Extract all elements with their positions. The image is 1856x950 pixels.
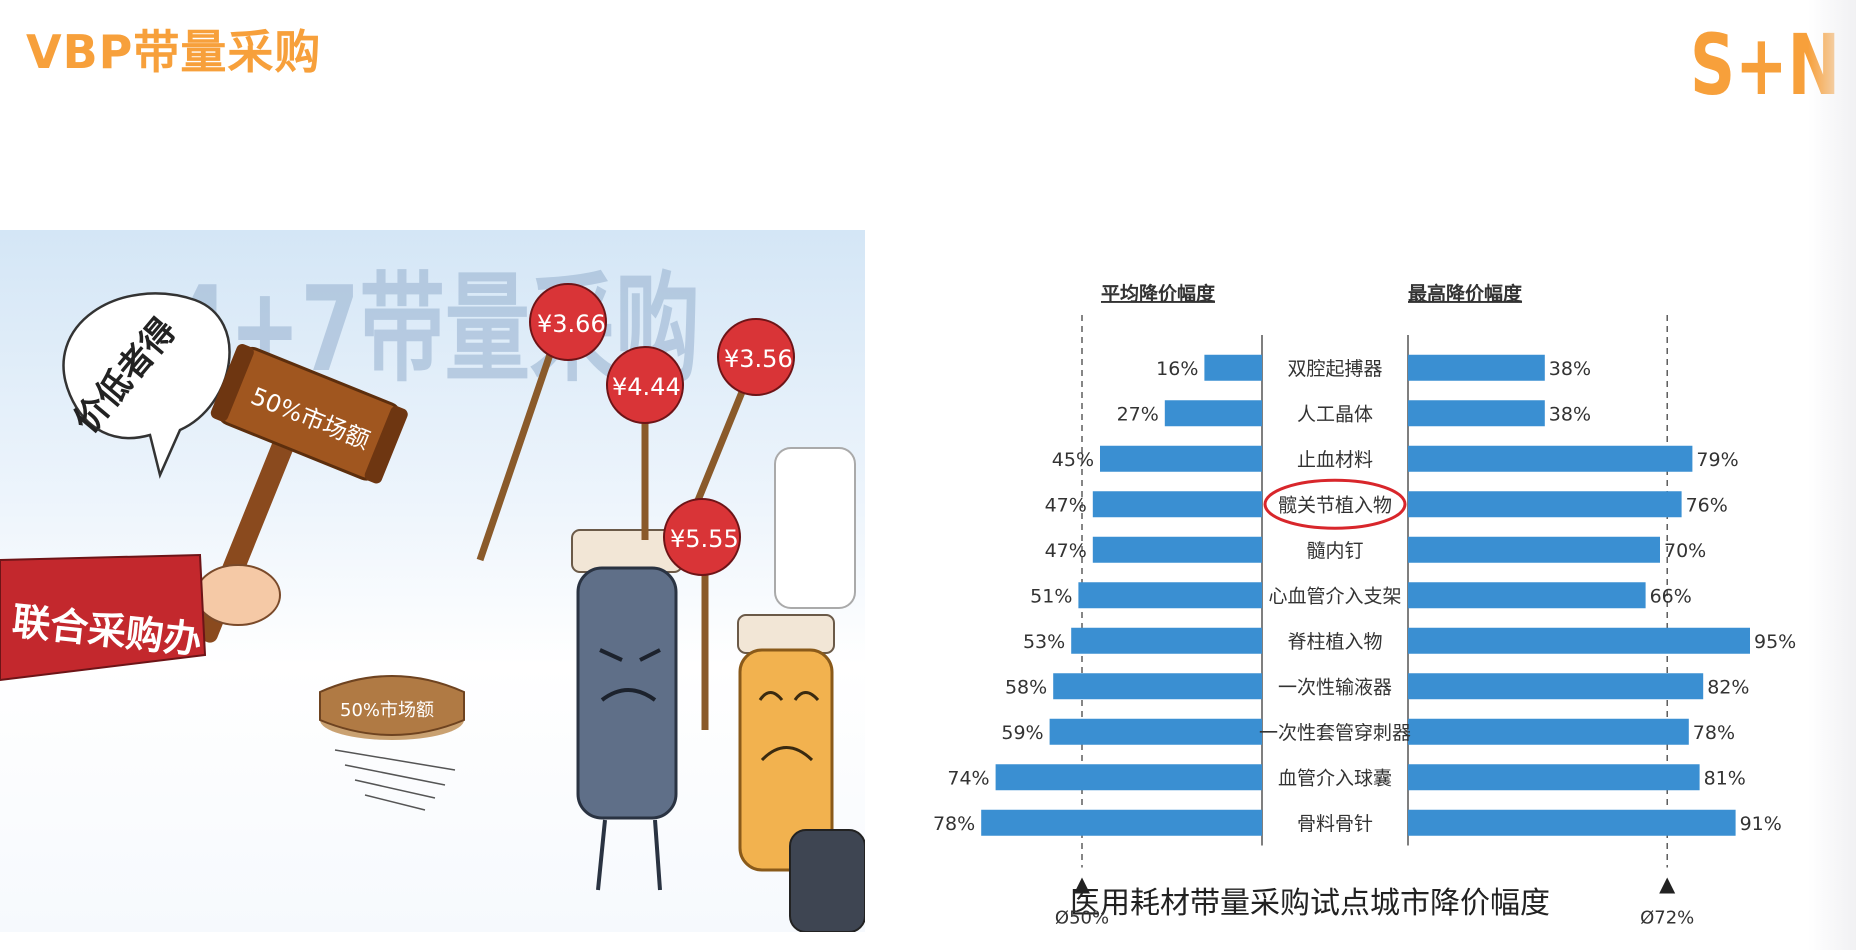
price-sign-1: ¥3.66	[476, 283, 607, 562]
bottle-orange	[737, 614, 835, 872]
label-left-2: 45%	[1052, 449, 1094, 471]
label-left-10: 78%	[933, 813, 975, 835]
slide-edge-shadow	[1808, 0, 1856, 950]
bar-left-4	[1092, 536, 1262, 563]
category-label-5: 心血管介入支架	[1268, 585, 1401, 607]
bar-left-5	[1078, 582, 1262, 609]
label-right-5: 66%	[1650, 585, 1692, 607]
category-label-10: 骨料骨针	[1297, 813, 1373, 835]
label-right-4: 70%	[1664, 540, 1706, 562]
category-label-9: 血管介入球囊	[1278, 767, 1392, 789]
label-left-7: 58%	[1005, 676, 1047, 698]
bar-right-3	[1408, 491, 1682, 518]
slide-title: VBP带量采购	[26, 25, 322, 79]
label-right-6: 95%	[1754, 631, 1796, 653]
bar-left-2	[1100, 445, 1262, 472]
left-series-header: 平均降价幅度	[1101, 282, 1216, 305]
bar-right-6	[1408, 627, 1750, 654]
reference-label-right: Ø72%	[1640, 908, 1694, 929]
bar-left-6	[1071, 627, 1262, 654]
bar-left-7	[1053, 673, 1262, 700]
right-series-header: 最高降价幅度	[1408, 282, 1523, 305]
category-label-3: 髋关节植入物	[1278, 494, 1392, 516]
label-right-2: 79%	[1696, 449, 1738, 471]
bar-left-3	[1092, 491, 1262, 518]
price-sign-4-text: ¥5.55	[670, 525, 739, 553]
label-left-8: 59%	[1001, 722, 1043, 744]
label-left-9: 74%	[947, 767, 989, 789]
label-right-3: 76%	[1686, 494, 1728, 516]
bar-right-9	[1408, 764, 1700, 791]
category-label-8: 一次性套管穿刺器	[1259, 722, 1411, 744]
bar-right-10	[1408, 809, 1736, 836]
reference-marker-right	[1659, 877, 1676, 894]
bar-right-7	[1408, 673, 1704, 700]
label-left-1: 27%	[1117, 403, 1159, 425]
bar-right-8	[1408, 718, 1689, 745]
bar-left-8	[1049, 718, 1262, 745]
label-left-6: 53%	[1023, 631, 1065, 653]
category-label-7: 一次性输液器	[1278, 676, 1392, 698]
cartoon-illustration: 4+7带量采购 价低者得 50%市场额 联合采购办 50%市场额	[0, 230, 865, 932]
speech-bubble: 价低者得	[62, 292, 231, 479]
reference-marker-left	[1074, 877, 1090, 894]
bottle-grey	[571, 529, 683, 891]
bar-left-9	[995, 764, 1262, 791]
category-label-4: 髓内钉	[1306, 540, 1363, 562]
label-right-7: 82%	[1707, 676, 1749, 698]
bar-right-5	[1408, 582, 1646, 609]
category-label-6: 脊柱植入物	[1287, 631, 1382, 653]
label-right-10: 91%	[1740, 813, 1782, 835]
price-sign-3-text: ¥3.56	[724, 345, 793, 373]
bar-right-4	[1408, 536, 1660, 563]
category-label-2: 止血材料	[1297, 449, 1373, 471]
label-right-0: 38%	[1549, 358, 1591, 380]
price-sign-1-text: ¥3.66	[537, 310, 606, 338]
bar-left-0	[1204, 354, 1262, 381]
price-sign-2-text: ¥4.44	[612, 373, 681, 401]
highlight-circle	[1263, 478, 1407, 530]
reference-label-left: Ø50%	[1055, 908, 1109, 929]
base-label: 50%市场额	[340, 700, 434, 721]
chart-title: 医用耗材带量采购试点城市降价幅度	[1070, 886, 1550, 921]
chart-svg: 平均降价幅度 最高降价幅度 医用耗材带量采购试点城市降价幅度 Ø50% Ø72% 1…	[933, 282, 1796, 929]
bar-right-0	[1408, 354, 1545, 381]
bar-left-10	[981, 809, 1262, 836]
chart-panel: 平均降价幅度 最高降价幅度 医用耗材带量采购试点城市降价幅度 Ø50% Ø72% 1…	[880, 270, 1810, 950]
label-left-3: 47%	[1045, 494, 1087, 516]
gavel-base: 50%市场额	[319, 675, 465, 811]
category-label-1: 人工晶体	[1297, 403, 1373, 425]
sleeve-arm: 联合采购办	[0, 553, 281, 682]
label-left-0: 16%	[1156, 358, 1198, 380]
label-right-8: 78%	[1693, 722, 1735, 744]
price-sign-3: ¥3.56	[686, 318, 795, 522]
label-left-4: 47%	[1045, 540, 1087, 562]
category-label-0: 双腔起搏器	[1287, 358, 1382, 380]
price-sign-4: ¥5.55	[663, 498, 741, 730]
bar-left-1	[1164, 400, 1262, 427]
label-right-1: 38%	[1549, 403, 1591, 425]
price-sign-2: ¥4.44	[606, 346, 684, 540]
cartoon-drawing: 4+7带量采购 价低者得 50%市场额 联合采购办 50%市场额	[0, 260, 865, 932]
bar-right-1	[1408, 400, 1545, 427]
label-right-9: 81%	[1704, 767, 1746, 789]
bottle-white	[774, 447, 865, 932]
bar-right-2	[1408, 445, 1693, 472]
label-left-5: 51%	[1030, 585, 1072, 607]
